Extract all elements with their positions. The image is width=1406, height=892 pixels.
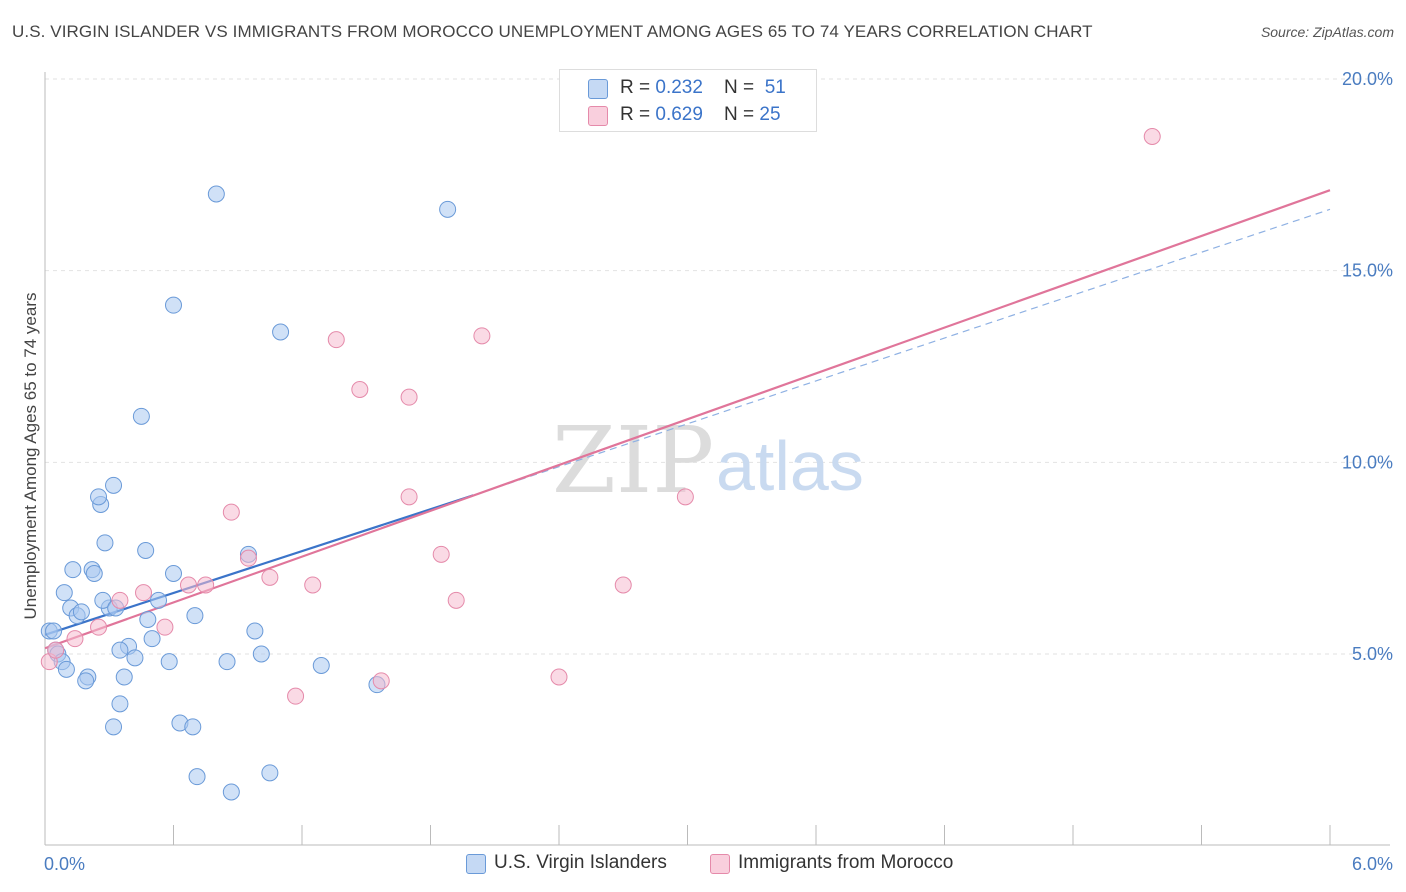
point-virgin-islanders (439, 200, 457, 218)
legend-n-label: N = (724, 104, 760, 125)
point-morocco (676, 488, 694, 506)
point-virgin-islanders (261, 764, 279, 782)
trend-lines (44, 189, 1331, 650)
grid-lines (45, 78, 1390, 655)
bottom-legend-swatch-blue (466, 854, 486, 874)
chart-title: U.S. VIRGIN ISLANDER VS IMMIGRANTS FROM … (12, 22, 1093, 41)
point-morocco (432, 545, 450, 563)
point-virgin-islanders (218, 653, 236, 671)
point-morocco (222, 503, 240, 521)
point-morocco (287, 687, 305, 705)
point-virgin-islanders (137, 542, 155, 559)
point-virgin-islanders (143, 630, 161, 648)
point-virgin-islanders (105, 718, 123, 736)
y-tick-label: 10.0% (1342, 452, 1393, 472)
point-virgin-islanders (96, 534, 114, 552)
point-virgin-islanders (252, 645, 270, 663)
point-virgin-islanders (64, 561, 82, 579)
point-virgin-islanders (111, 641, 129, 659)
point-virgin-islanders (165, 296, 182, 314)
data-points (40, 128, 1161, 801)
legend-text: R = 0.232 N = 51 (620, 77, 786, 99)
point-morocco (47, 641, 65, 659)
point-morocco (111, 591, 129, 609)
point-morocco (400, 488, 418, 506)
point-morocco (447, 591, 465, 609)
point-morocco (197, 576, 215, 594)
legend-r-value: 0.232 (655, 77, 703, 98)
watermark-atlas: atlas (716, 427, 864, 505)
legend-r-value: 0.629 (655, 104, 703, 125)
point-virgin-islanders (111, 695, 129, 713)
point-virgin-islanders (55, 584, 73, 602)
point-virgin-islanders (150, 591, 168, 609)
point-virgin-islanders (45, 622, 63, 640)
point-morocco (304, 576, 322, 594)
point-virgin-islanders (94, 591, 112, 609)
point-virgin-islanders (160, 653, 178, 671)
legend: R = 0.232 N = 51 R = 0.629 N = 25 (559, 69, 817, 132)
point-virgin-islanders (57, 660, 75, 678)
bottom-legend-label: Immigrants from Morocco (738, 852, 954, 873)
point-virgin-islanders (85, 565, 103, 582)
point-morocco (327, 331, 345, 349)
legend-n-value: 25 (759, 104, 781, 125)
point-virgin-islanders (90, 488, 108, 506)
bottom-legend-swatch-pink (710, 854, 730, 874)
y-axis-label: Unemployment Among Ages 65 to 74 years (21, 293, 40, 620)
point-virgin-islanders (312, 657, 330, 674)
point-morocco (135, 584, 153, 602)
point-virgin-islanders (126, 649, 144, 667)
point-virgin-islanders (222, 783, 240, 801)
legend-r-label: R = (620, 77, 656, 98)
watermark: ZIP atlas (552, 407, 864, 514)
y-tick-label: 5.0% (1352, 644, 1393, 664)
y-tick-label: 15.0% (1342, 261, 1393, 281)
point-virgin-islanders (77, 672, 95, 690)
point-morocco (239, 549, 257, 567)
trendline-virgin-islanders-extension (473, 208, 1331, 496)
point-morocco (372, 672, 390, 690)
point-morocco (179, 576, 197, 594)
point-virgin-islanders (72, 603, 90, 621)
legend-n-value: 51 (764, 77, 786, 98)
x-tick-label: 6.0% (1352, 854, 1393, 874)
point-morocco (156, 618, 174, 636)
point-virgin-islanders (139, 611, 157, 628)
legend-swatch-blue (588, 79, 608, 99)
point-virgin-islanders (186, 607, 204, 625)
point-morocco (473, 327, 491, 345)
chart-source: Source: ZipAtlas.com (1260, 24, 1394, 40)
axes (44, 72, 1390, 846)
point-morocco (261, 568, 279, 586)
point-virgin-islanders (184, 718, 202, 736)
tick-labels: 5.0% 10.0% 15.0% 20.0% 0.0% 6.0% (44, 69, 1393, 874)
point-morocco (90, 618, 108, 636)
point-virgin-islanders (207, 185, 225, 203)
point-virgin-islanders (105, 476, 123, 494)
bottom-legend-label: U.S. Virgin Islanders (494, 852, 667, 873)
point-morocco (351, 381, 369, 398)
point-morocco (550, 668, 568, 686)
point-morocco (66, 630, 84, 648)
point-virgin-islanders (165, 565, 182, 582)
trendline-morocco (44, 189, 1331, 650)
y-tick-label: 20.0% (1342, 69, 1393, 89)
x-tick-label: 0.0% (44, 854, 85, 874)
point-virgin-islanders (246, 622, 264, 640)
point-virgin-islanders (188, 768, 206, 786)
point-morocco (1143, 128, 1161, 145)
legend-n-label: N = (724, 77, 760, 98)
point-virgin-islanders (272, 323, 290, 341)
point-virgin-islanders (115, 668, 133, 686)
point-morocco (400, 388, 418, 406)
legend-r-label: R = (620, 104, 656, 125)
legend-text: R = 0.629 N = 25 (620, 104, 781, 126)
point-morocco (614, 576, 632, 594)
legend-swatch-pink (588, 106, 608, 126)
point-virgin-islanders (132, 407, 150, 425)
